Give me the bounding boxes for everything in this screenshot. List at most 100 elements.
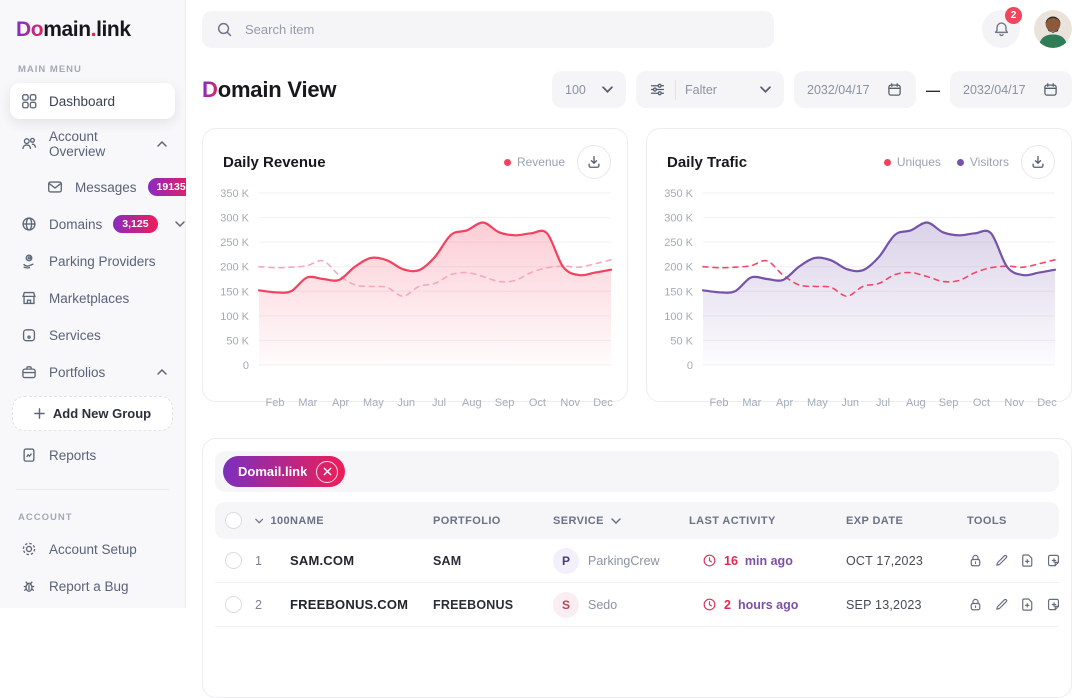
header-count[interactable]: 100 (255, 515, 290, 527)
select-all-checkbox[interactable] (225, 512, 242, 529)
service-name: ParkingCrew (588, 553, 660, 568)
sidebar-item-report-bug[interactable]: Report a Bug (10, 568, 175, 604)
main-menu-label: MAIN MENU (18, 64, 82, 75)
topbar: 2 (186, 0, 1088, 56)
search-bar[interactable] (202, 10, 774, 48)
svg-text:100 K: 100 K (664, 311, 693, 323)
sidebar-item-portfolios[interactable]: Portfolios (10, 354, 175, 390)
sidebar-item-label: Account Setup (49, 541, 137, 557)
svg-text:Nov: Nov (1004, 397, 1024, 409)
note-add-button[interactable] (1045, 552, 1062, 569)
clock-icon (703, 598, 716, 611)
svg-text:Apr: Apr (776, 397, 793, 409)
services-box-icon (20, 326, 38, 344)
sidebar-item-marketplaces[interactable]: Marketplaces (10, 280, 175, 316)
svg-text:Aug: Aug (462, 397, 482, 409)
bell-icon (992, 20, 1011, 39)
briefcase-icon (20, 363, 38, 381)
legend-label: Visitors (969, 155, 1009, 169)
parking-hand-icon (20, 252, 38, 270)
sidebar-item-domains[interactable]: Domains 3,125 (10, 206, 185, 242)
svg-text:50 K: 50 K (670, 335, 693, 347)
file-add-button[interactable] (1019, 596, 1036, 613)
chart-legend: Uniques Visitors (883, 155, 1009, 169)
dashboard-grid-icon (20, 92, 38, 110)
sidebar-item-account-setup[interactable]: Account Setup (10, 531, 175, 567)
title-rest: omain View (217, 76, 337, 102)
logo-main-part: main (43, 18, 91, 41)
date-range-dash: — (926, 81, 940, 98)
table-row[interactable]: 2 FREEBONUS.COM FREEBONUS S Sedo 2 hours… (215, 583, 1062, 627)
svg-text:Sep: Sep (939, 397, 959, 409)
title-gradient-letter: D (202, 76, 218, 102)
svg-text:Dec: Dec (1037, 397, 1057, 409)
lock-button[interactable] (967, 596, 984, 613)
svg-text:250 K: 250 K (664, 237, 693, 249)
sidebar-item-messages[interactable]: Messages 19135 (10, 169, 195, 205)
charts-row: Daily Revenue Revenue 0 50 K 100 K 150 K 200… (186, 128, 1088, 409)
download-icon (588, 156, 600, 168)
messages-count-badge: 19135 (147, 178, 195, 196)
last-activity-cell: 16 min ago (689, 547, 846, 575)
svg-text:300 K: 300 K (664, 213, 693, 225)
svg-text:Jul: Jul (876, 397, 890, 409)
traffic-line-chart: 0 50 K 100 K 150 K 200 K 250 K 300 K 350 K Feb Ma… (659, 179, 1059, 411)
sidebar-item-label: Domains (49, 216, 103, 232)
lock-button[interactable] (967, 552, 984, 569)
page-size-dropdown[interactable]: 100 (552, 71, 626, 108)
note-add-button[interactable] (1045, 596, 1062, 613)
page-title: Domain View (202, 76, 337, 103)
activity-unit: min ago (744, 553, 793, 568)
sidebar-item-dashboard[interactable]: Dashboard (10, 83, 175, 119)
edit-button[interactable] (993, 552, 1010, 569)
sidebar-item-services[interactable]: Services (10, 317, 175, 353)
file-add-button[interactable] (1019, 552, 1036, 569)
service-initial-badge: S (553, 591, 579, 618)
sidebar-item-label: Messages (75, 179, 137, 195)
header-portfolio[interactable]: PORTFOLIO (433, 514, 501, 527)
notifications-button[interactable]: 2 (982, 7, 1022, 48)
header-service[interactable]: SERVICE (553, 515, 689, 527)
header-count-label: 100 (270, 514, 290, 527)
header-exp-date[interactable]: EXP DATE (846, 514, 904, 527)
chevron-up-icon (157, 369, 167, 375)
add-new-group-button[interactable]: Add New Group (12, 396, 173, 431)
lock-icon (970, 598, 981, 611)
domain-filter-chip[interactable]: Domail.link (223, 456, 346, 487)
calendar-icon (1042, 81, 1059, 98)
chart-header: Daily Revenue Revenue (215, 143, 615, 179)
activity-value: 2 (724, 597, 731, 612)
legend-item: Revenue (503, 155, 565, 169)
user-avatar[interactable] (1034, 10, 1072, 48)
download-chart-button[interactable] (1021, 145, 1055, 179)
download-chart-button[interactable] (577, 145, 611, 179)
file-plus-icon (1022, 598, 1033, 611)
legend-label: Revenue (516, 155, 565, 169)
clock-icon (703, 554, 716, 567)
date-from-picker[interactable]: 2032/04/17 (794, 71, 916, 108)
table-row[interactable]: 1 SAM.COM SAM P ParkingCrew 16 min ago O… (215, 539, 1062, 583)
domains-count-badge: 3,125 (113, 215, 158, 233)
sidebar-item-label: Marketplaces (49, 290, 130, 306)
header-name[interactable]: NAME (290, 514, 324, 527)
legend-item: Uniques (883, 155, 941, 169)
chip-close-button[interactable] (316, 460, 339, 483)
last-activity-cell: 2 hours ago (689, 591, 846, 619)
sidebar-item-reports[interactable]: Reports (10, 437, 175, 473)
date-to-picker[interactable]: 2032/04/17 (950, 71, 1072, 108)
users-icon (20, 135, 38, 153)
sidebar-item-parking-providers[interactable]: Parking Providers (10, 243, 175, 279)
filter-dropdown[interactable]: Falter (636, 71, 784, 108)
filter-chips-bar: Domail.link (215, 451, 1059, 492)
sidebar-divider (16, 489, 169, 490)
svg-text:350 K: 350 K (664, 188, 693, 200)
sidebar-item-account-overview[interactable]: Account Overview (10, 120, 175, 168)
daily-revenue-card: Daily Revenue Revenue 0 50 K 100 K 150 K 200… (202, 128, 628, 409)
edit-button[interactable] (993, 596, 1010, 613)
row-checkbox[interactable] (225, 596, 242, 613)
sidebar: Domain.link MAIN MENU Dashboard Account … (0, 0, 195, 608)
header-last-activity[interactable]: LAST ACTIVITY (689, 514, 776, 527)
search-input[interactable] (243, 20, 760, 38)
svg-text:Aug: Aug (906, 397, 926, 409)
row-checkbox[interactable] (225, 552, 242, 569)
